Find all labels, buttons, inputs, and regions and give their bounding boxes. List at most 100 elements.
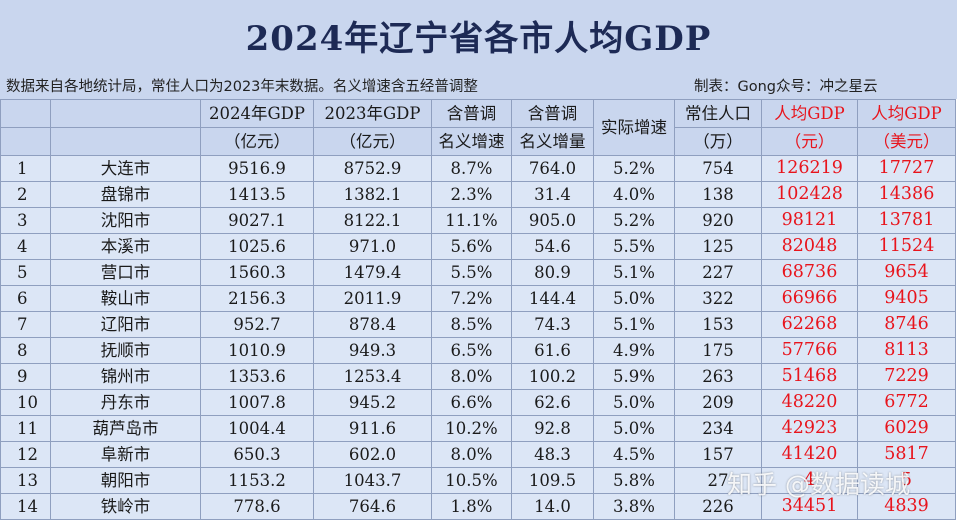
per-capita-usd-cell: 4839 [857,493,956,520]
source-note: 数据来自各地统计局，常住人口为2023年末数据。名义增速含五经普调整 [6,79,478,95]
header-gdp-2024: 2024年GDP [200,99,314,128]
real-growth-cell: 5.9% [593,363,675,390]
table-row: 6 鞍山市 2156.3 2011.9 7.2% 144.4 5.0% 322 66966 940… [0,285,956,312]
header-nominal-increment-sub: 名义增量 [511,127,594,156]
header-nominal-growth: 含普调 [431,99,512,128]
city-cell: 铁岭市 [50,493,201,520]
table-row: 14 铁岭市 778.6 764.6 1.8% 14.0 3.8% 226 34451 4839 [0,493,956,520]
population-cell: 153 [674,311,762,338]
gdp-table: 2024年GDP 2023年GDP 含普调 含普调 实际增速 常住人口 人均GD… [0,99,956,520]
gdp-2023-cell: 949.3 [313,337,432,364]
table-row: 2 盘锦市 1413.5 1382.1 2.3% 31.4 4.0% 138 102428 143… [0,181,956,208]
gdp-2023-cell: 911.6 [313,415,432,442]
rank-cell: 4 [0,233,51,260]
real-growth-cell: 5.5% [593,233,675,260]
population-cell: 920 [674,207,762,234]
real-growth-cell: 5.1% [593,311,675,338]
city-cell: 锦州市 [50,363,201,390]
per-capita-usd-cell: 9405 [857,285,956,312]
real-growth-cell: 4.0% [593,181,675,208]
population-cell: 209 [674,389,762,416]
header-per-capita-cny-unit: （元） [761,127,858,156]
per-capita-cny-cell: 62268 [761,311,858,338]
per-capita-cny-cell: 42923 [761,415,858,442]
header-city-sub [50,127,201,156]
city-cell: 朝阳市 [50,467,201,494]
gdp-2023-cell: 602.0 [313,441,432,468]
nominal-growth-cell: 8.7% [431,155,512,182]
gdp-2024-cell: 9027.1 [200,207,314,234]
nominal-increment-cell: 144.4 [511,285,594,312]
gdp-2023-cell: 945.2 [313,389,432,416]
nominal-growth-cell: 5.5% [431,259,512,286]
city-cell: 沈阳市 [50,207,201,234]
real-growth-cell: 5.2% [593,155,675,182]
table-row: 8 抚顺市 1010.9 949.3 6.5% 61.6 4.9% 175 57766 8113 [0,337,956,364]
nominal-increment-cell: 31.4 [511,181,594,208]
gdp-2023-cell: 1043.7 [313,467,432,494]
header-row-2: （亿元） （亿元） 名义增速 名义增量 （万） （元） （美元） [0,127,956,156]
real-growth-cell: 4.5% [593,441,675,468]
gdp-2024-cell: 1007.8 [200,389,314,416]
rank-cell: 6 [0,285,51,312]
page-title: 2024年辽宁省各市人均GDP [245,18,712,59]
author-note: 制表：Gong众号：冲之星云 [694,79,878,95]
per-capita-cny-cell: 102428 [761,181,858,208]
per-capita-cny-cell: 98121 [761,207,858,234]
rank-cell: 3 [0,207,51,234]
nominal-growth-cell: 5.6% [431,233,512,260]
city-cell: 本溪市 [50,233,201,260]
per-capita-usd-cell: 5817 [857,441,956,468]
gdp-2024-cell: 1153.2 [200,467,314,494]
header-nominal-increment: 含普调 [511,99,594,128]
nominal-growth-cell: 7.2% [431,285,512,312]
population-cell: 125 [674,233,762,260]
city-cell: 营口市 [50,259,201,286]
gdp-2024-cell: 1560.3 [200,259,314,286]
header-row-1: 2024年GDP 2023年GDP 含普调 含普调 实际增速 常住人口 人均GD… [0,99,956,156]
per-capita-usd-cell: 11524 [857,233,956,260]
table-row: 4 本溪市 1025.6 971.0 5.6% 54.6 5.5% 125 82048 11524 [0,233,956,260]
nominal-growth-cell: 8.5% [431,311,512,338]
population-cell: 754 [674,155,762,182]
table-row: 11 葫芦岛市 1004.4 911.6 10.2% 92.8 5.0% 234 42923 60… [0,415,956,442]
nominal-growth-cell: 8.0% [431,363,512,390]
nominal-increment-cell: 80.9 [511,259,594,286]
per-capita-cny-cell: 68736 [761,259,858,286]
per-capita-usd-cell: 17727 [857,155,956,182]
nominal-increment-cell: 48.3 [511,441,594,468]
note-bar: 数据来自各地统计局，常住人口为2023年末数据。名义增速含五经普调整 制表：Go… [0,70,957,99]
rank-cell: 10 [0,389,51,416]
rank-cell: 9 [0,363,51,390]
real-growth-cell: 5.0% [593,415,675,442]
nominal-increment-cell: 92.8 [511,415,594,442]
population-cell: 157 [674,441,762,468]
table-row: 1 大连市 9516.9 8752.9 8.7% 764.0 5.2% 754 126219 17… [0,155,956,182]
gdp-2024-cell: 1010.9 [200,337,314,364]
real-growth-cell: 4.9% [593,337,675,364]
gdp-2023-cell: 8122.1 [313,207,432,234]
nominal-increment-cell: 100.2 [511,363,594,390]
rank-cell: 12 [0,441,51,468]
rank-cell: 14 [0,493,51,520]
real-growth-cell: 5.1% [593,259,675,286]
header-city [50,99,201,128]
gdp-2023-cell: 2011.9 [313,285,432,312]
city-cell: 盘锦市 [50,181,201,208]
header-gdp-2023: 2023年GDP [313,99,432,128]
rank-cell: 13 [0,467,51,494]
nominal-increment-cell: 905.0 [511,207,594,234]
gdp-2024-cell: 9516.9 [200,155,314,182]
header-real-growth: 实际增速 [593,99,675,156]
header-gdp-2023-unit: （亿元） [313,127,432,156]
gdp-2023-cell: 971.0 [313,233,432,260]
rank-cell: 7 [0,311,51,338]
per-capita-usd-cell: 5 [857,467,956,494]
gdp-2024-cell: 2156.3 [200,285,314,312]
per-capita-usd-cell: 6772 [857,389,956,416]
real-growth-cell: 5.8% [593,467,675,494]
table-row: 5 营口市 1560.3 1479.4 5.5% 80.9 5.1% 227 68736 9654 [0,259,956,286]
population-cell: 234 [674,415,762,442]
city-cell: 阜新市 [50,441,201,468]
nominal-growth-cell: 1.8% [431,493,512,520]
